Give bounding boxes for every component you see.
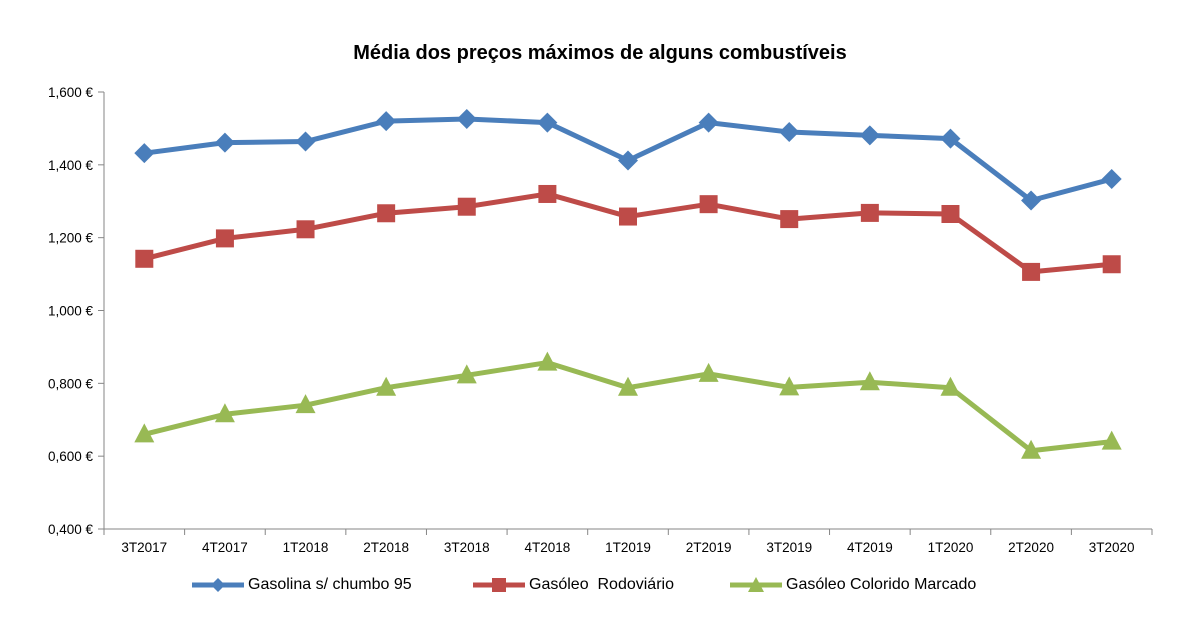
x-tick-label: 1T2019 (605, 540, 651, 555)
data-point (1102, 255, 1121, 274)
data-point (618, 150, 638, 171)
series-2 (135, 184, 1121, 281)
y-axis-ticks: 0,400 € 0,600 € 0,800 € 1,000 € 1,200 € 1,400… (48, 85, 104, 537)
x-tick-label: 4T2019 (847, 540, 893, 555)
data-point (296, 220, 315, 239)
x-tick-label: 3T2017 (121, 540, 167, 555)
legend-item-gasolina: Gasolina s/ chumbo 95 (192, 573, 412, 597)
y-tick-label: 1,200 € (48, 231, 94, 246)
x-tick-label: 3T2019 (766, 540, 812, 555)
data-point (295, 131, 316, 152)
x-tick-label: 1T2018 (283, 540, 329, 555)
data-point (1101, 430, 1122, 450)
data-point (859, 371, 880, 391)
data-point (941, 204, 960, 223)
x-tick-label: 3T2018 (444, 540, 490, 555)
legend-item-gasoleo-rodoviario: Gasóleo Rodoviário (473, 573, 674, 597)
data-point (377, 204, 396, 223)
data-point (859, 125, 880, 146)
y-tick-label: 0,400 € (48, 522, 94, 537)
y-tick-label: 1,600 € (48, 85, 94, 100)
legend-swatch-square-icon (473, 578, 525, 592)
data-point (537, 112, 558, 133)
data-point (940, 128, 961, 149)
data-point (134, 143, 155, 164)
series-3 (134, 351, 1122, 459)
data-point (537, 351, 558, 371)
data-point (699, 195, 718, 214)
data-point (457, 197, 476, 216)
data-point (1021, 439, 1042, 459)
x-tick-label: 4T2018 (524, 540, 570, 555)
data-point (214, 132, 235, 153)
data-point (215, 229, 234, 248)
data-point (780, 210, 799, 229)
x-tick-label: 4T2017 (202, 540, 248, 555)
y-tick-label: 1,400 € (48, 158, 94, 173)
series-layer (134, 108, 1122, 459)
x-tick-label: 2T2018 (363, 540, 409, 555)
data-point (940, 376, 961, 396)
data-point (619, 207, 637, 226)
legend: Gasolina s/ chumbo 95 Gasóleo Rodoviário… (0, 573, 1200, 597)
legend-label: Gasóleo Rodoviário (529, 576, 674, 593)
data-point (135, 249, 154, 268)
x-tick-label: 3T2020 (1089, 540, 1135, 555)
series-line (143, 191, 1112, 275)
legend-swatch-triangle-icon (730, 577, 782, 592)
x-tick-label: 1T2020 (928, 540, 974, 555)
data-point (134, 423, 155, 443)
legend-swatch-diamond-icon (192, 578, 244, 592)
y-tick-label: 0,800 € (48, 376, 94, 391)
data-point (1021, 190, 1042, 211)
x-tick-label: 2T2019 (686, 540, 732, 555)
data-point (779, 376, 800, 396)
data-point (779, 122, 800, 143)
data-point (456, 364, 477, 384)
data-point (295, 394, 316, 414)
data-point (214, 403, 235, 423)
data-point (376, 111, 397, 132)
data-point (860, 203, 879, 222)
legend-label: Gasolina s/ chumbo 95 (248, 576, 412, 593)
series-1 (134, 108, 1122, 211)
data-point (698, 362, 719, 382)
legend-item-gasoleo-colorido: Gasóleo Colorido Marcado (730, 573, 976, 597)
data-point (698, 112, 719, 133)
data-point (456, 108, 477, 129)
y-tick-label: 1,000 € (48, 304, 94, 319)
series-line (143, 360, 1112, 454)
y-tick-label: 0,600 € (48, 449, 94, 464)
data-point (538, 184, 557, 203)
x-tick-label: 2T2020 (1008, 540, 1054, 555)
x-axis-ticks: 3T2017 4T2017 1T2018 2T2018 3T2018 4T2018 1T20… (103, 529, 1153, 555)
data-point (1101, 169, 1122, 190)
legend-label: Gasóleo Colorido Marcado (786, 576, 977, 593)
data-point (1022, 262, 1041, 281)
data-point (618, 376, 638, 396)
data-point (376, 376, 397, 396)
axes (103, 92, 1152, 530)
chart-title: Média dos preços máximos de alguns combu… (353, 42, 847, 64)
